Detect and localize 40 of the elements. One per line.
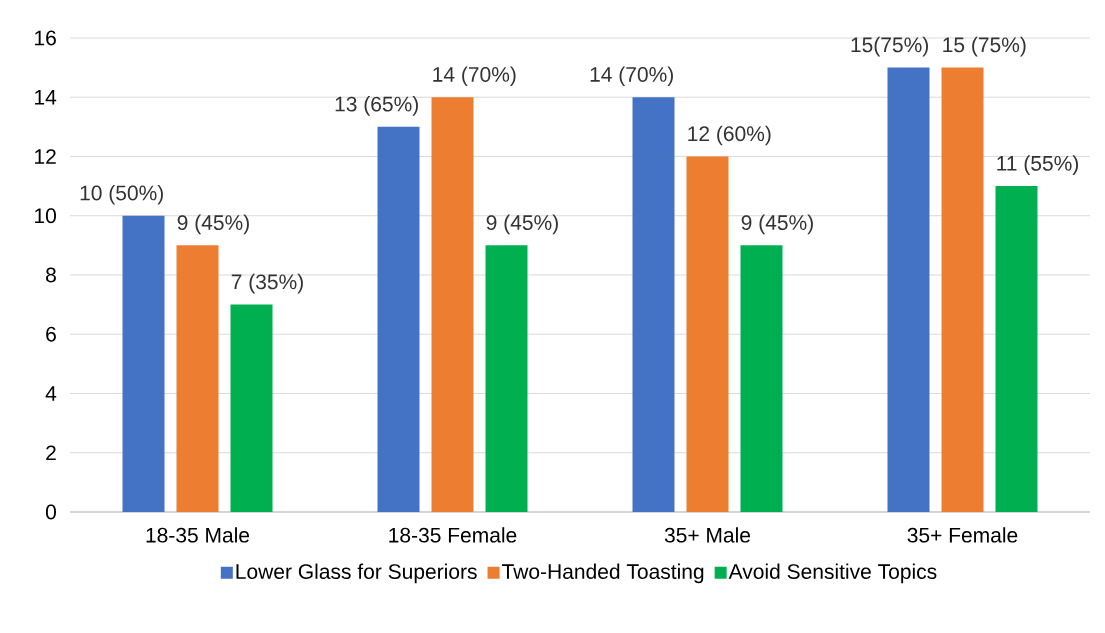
y-tick-label: 2 <box>46 445 56 461</box>
data-label: 9 (45%) <box>486 214 558 235</box>
legend-label: Lower Glass for Superiors <box>236 563 477 584</box>
y-tick-label: 16 <box>35 30 56 46</box>
bar <box>740 245 783 512</box>
bar <box>485 245 528 512</box>
data-label: 13 (65%) <box>335 96 418 116</box>
bar <box>431 97 474 512</box>
y-tick-label: 8 <box>46 267 56 283</box>
data-label: 10 (50%) <box>80 184 163 205</box>
y-tick-label: 4 <box>45 386 57 401</box>
data-label: 15(75%) <box>851 36 928 57</box>
legend-label: Avoid Sensitive Topics <box>728 563 937 584</box>
x-tick-label: 35+ Female <box>907 527 1018 543</box>
data-label: 14 (70%) <box>590 66 673 87</box>
y-tick-label: 10 <box>35 208 56 224</box>
data-label: 14 (70%) <box>433 66 516 87</box>
data-label: 9 (45%) <box>741 214 813 235</box>
bar <box>632 97 675 512</box>
data-label: 11 (55%) <box>997 155 1079 175</box>
y-tick-label: 14 <box>35 90 57 105</box>
legend-label: Two-Handed Toasting <box>502 563 704 584</box>
x-tick-label: 18-35 Female <box>389 527 517 543</box>
data-label: 15 (75%) <box>943 36 1026 57</box>
data-label: 12 (60%) <box>688 125 771 146</box>
bar <box>941 67 984 512</box>
bar <box>686 156 729 512</box>
bar <box>377 126 420 512</box>
bar <box>887 67 930 512</box>
y-tick-label: 6 <box>46 326 56 342</box>
y-tick-label: 0 <box>45 504 56 520</box>
data-label: 7 (35%) <box>231 273 303 294</box>
bar <box>230 304 273 512</box>
data-label: 9 (45%) <box>177 214 249 235</box>
bar <box>995 186 1038 512</box>
bar <box>176 245 219 512</box>
x-tick-label: 35+ Male <box>664 527 751 543</box>
x-tick-label: 18-35 Male <box>146 527 250 543</box>
y-tick-label: 12 <box>35 149 56 164</box>
bar <box>122 215 165 512</box>
